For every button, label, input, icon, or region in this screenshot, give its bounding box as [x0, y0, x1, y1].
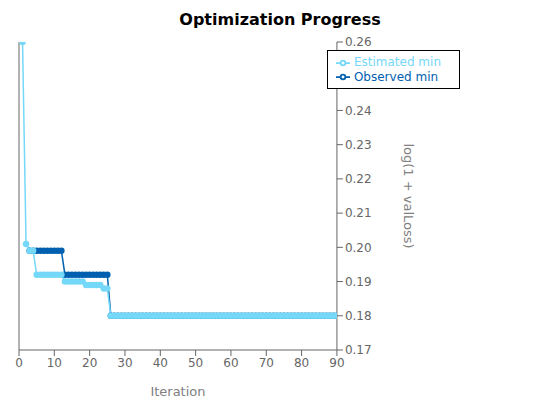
svg-text:0.17: 0.17	[345, 343, 372, 357]
svg-text:40: 40	[153, 356, 168, 370]
svg-text:0.25: 0.25	[345, 69, 372, 83]
svg-text:90: 90	[329, 356, 344, 370]
svg-text:80: 80	[294, 356, 309, 370]
svg-text:30: 30	[117, 356, 132, 370]
svg-text:log(1 + valLoss): log(1 + valLoss)	[401, 143, 416, 248]
svg-text:0.23: 0.23	[345, 138, 372, 152]
svg-text:0.22: 0.22	[345, 172, 372, 186]
svg-text:0: 0	[15, 356, 23, 370]
svg-text:50: 50	[188, 356, 203, 370]
svg-text:20: 20	[82, 356, 97, 370]
svg-text:60: 60	[223, 356, 238, 370]
svg-text:70: 70	[259, 356, 274, 370]
svg-text:0.20: 0.20	[345, 241, 372, 255]
svg-text:0.18: 0.18	[345, 309, 372, 323]
svg-text:Iteration: Iteration	[150, 384, 205, 399]
svg-text:0.21: 0.21	[345, 206, 372, 220]
svg-text:10: 10	[47, 356, 62, 370]
svg-text:0.26: 0.26	[345, 35, 372, 49]
svg-text:0.19: 0.19	[345, 275, 372, 289]
svg-text:0.24: 0.24	[345, 104, 372, 118]
